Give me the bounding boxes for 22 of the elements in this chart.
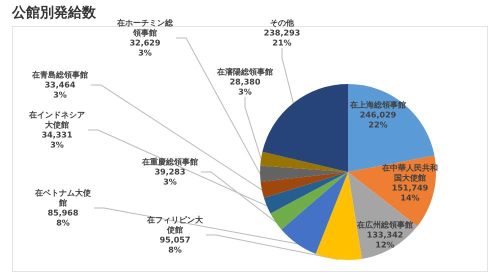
slice-label: 在フィリピン大使館 (146, 216, 204, 234)
data-label: 238,293 21% (264, 28, 300, 48)
data-label: 85,968 8% (48, 208, 79, 228)
slice-label: 在インドネシア大使館 (28, 110, 85, 130)
data-label: 151,749 14% (392, 184, 429, 202)
slice-label: 在瀋陽総領事館 (216, 66, 273, 76)
slice-label: 在広州総領事館 (356, 220, 413, 230)
data-label: 32,629 3% (130, 38, 161, 58)
data-label: 28,380 3% (230, 78, 261, 96)
data-label: 34,331 3% (42, 130, 73, 150)
slice-label: その他 (270, 18, 295, 28)
data-label: 39,283 3% (154, 168, 186, 186)
data-label: 95,057 8% (160, 236, 190, 254)
data-label: 33,464 3% (44, 80, 76, 100)
slice-label: 在上海総領事館 (349, 100, 406, 110)
data-label: 246,029 22% (360, 110, 397, 130)
slice-label: 在ホーチミン総領事館 (116, 18, 174, 38)
chart-title: 公館別発給数 (12, 4, 96, 22)
slice-label: 在ベトナム大使館 (34, 188, 91, 208)
data-label: 133,342 12% (366, 230, 404, 250)
slice-label: 在青島総領事館 (31, 70, 88, 80)
slice-label: 在重慶総領事館 (141, 158, 198, 166)
